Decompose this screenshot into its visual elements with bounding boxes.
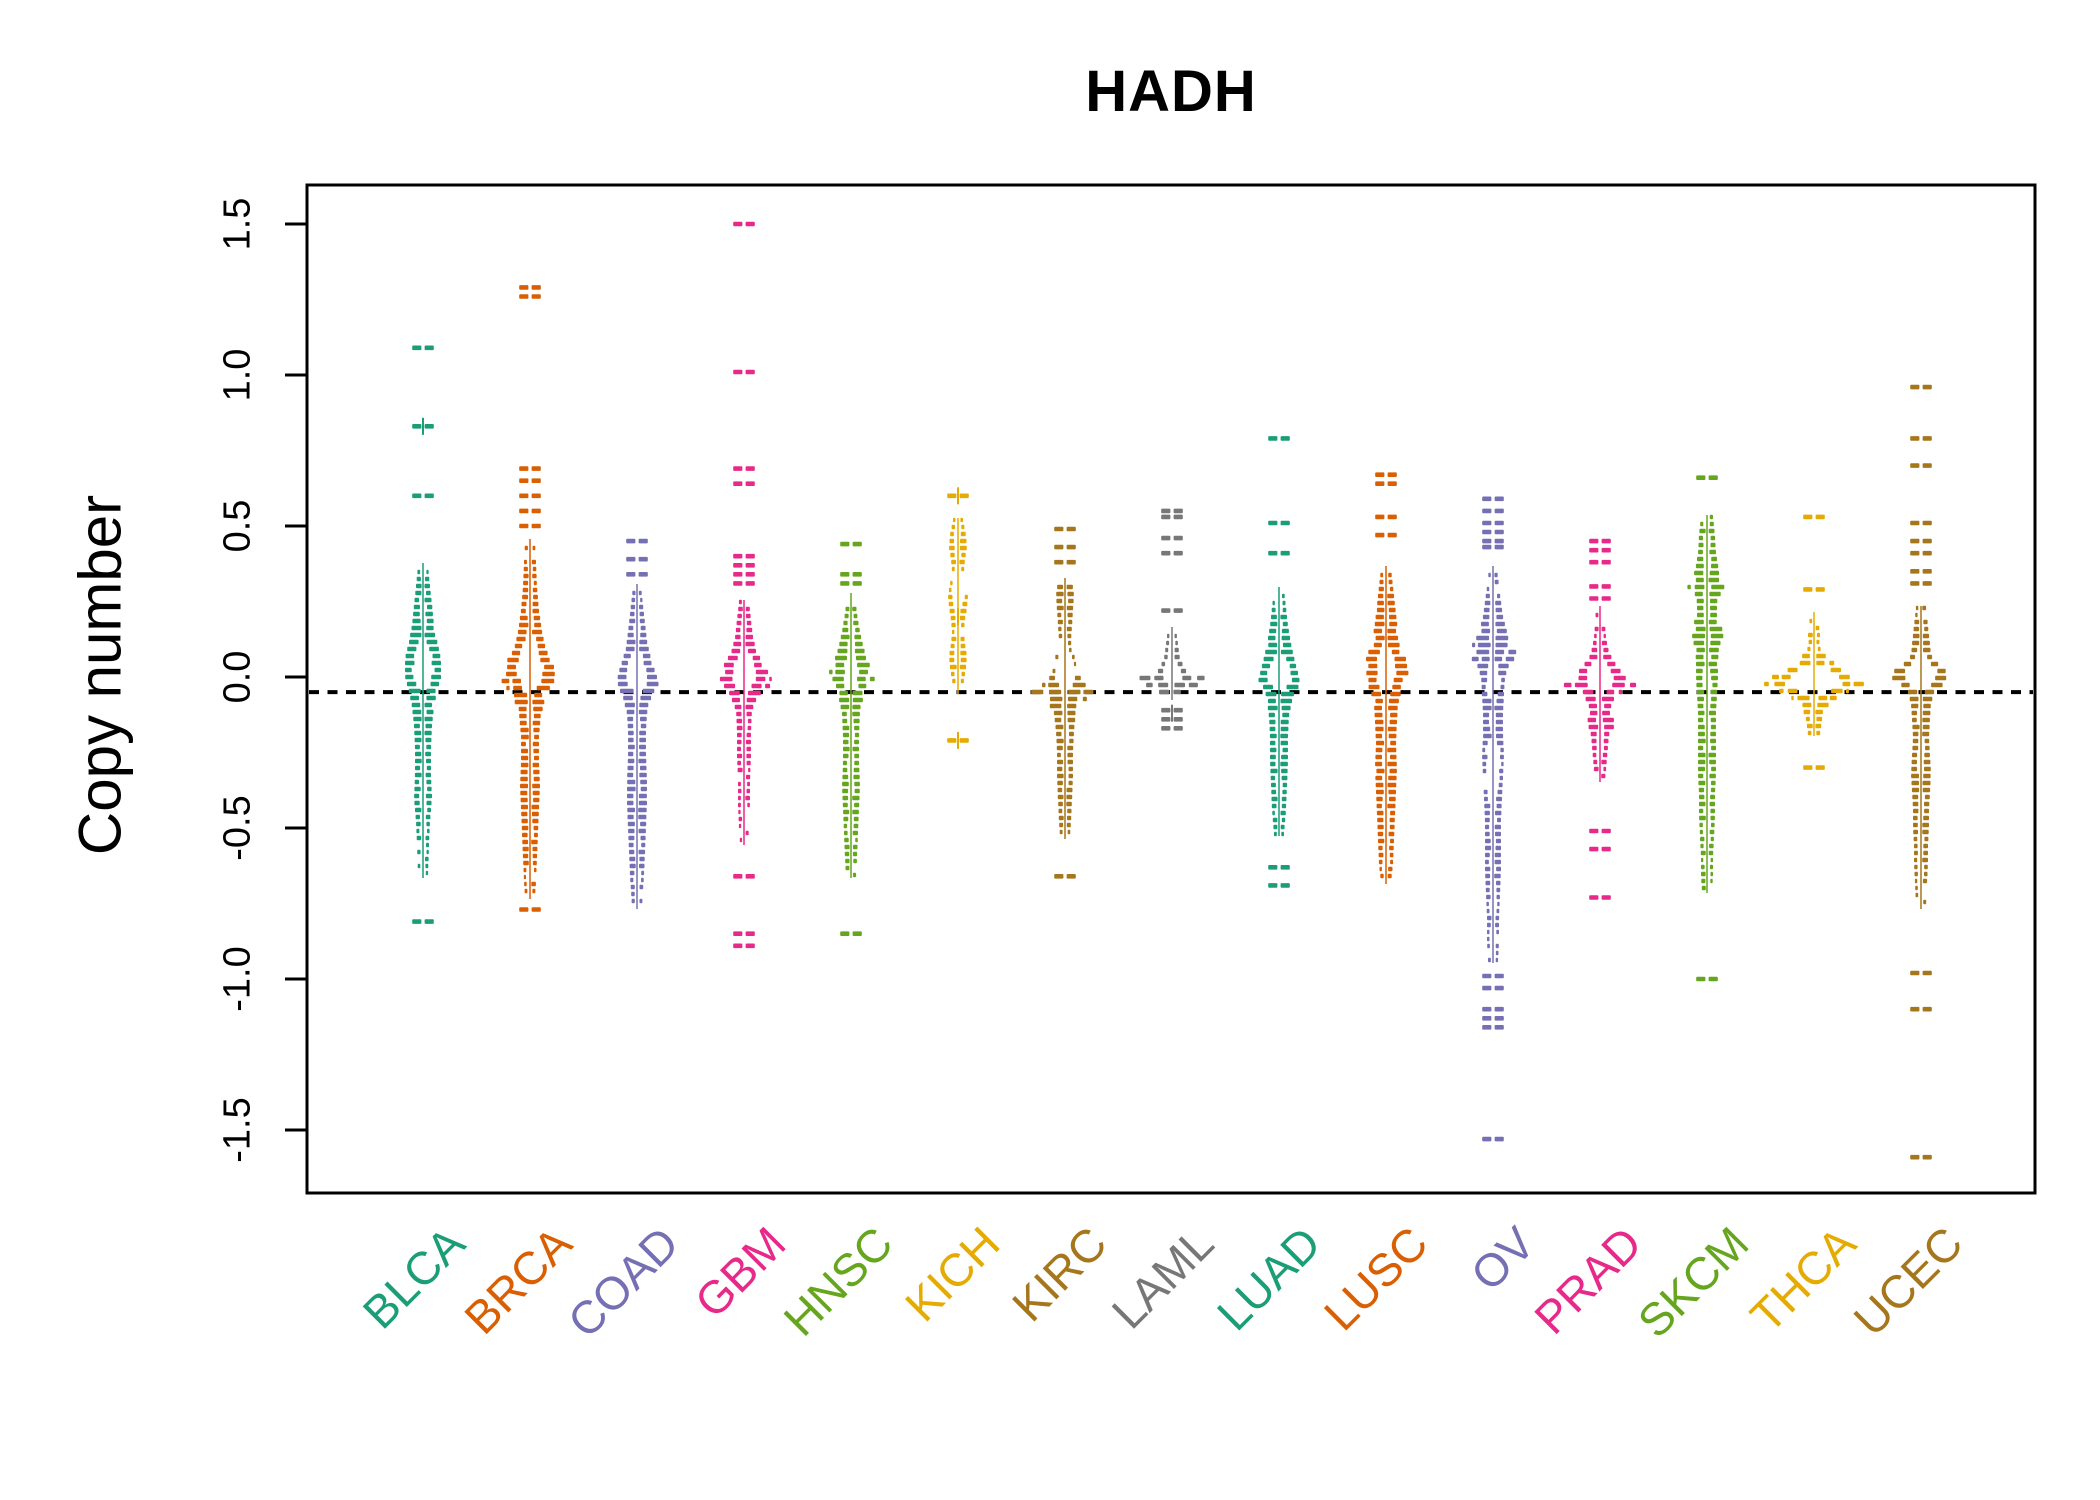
y-tick-label: -0.5 — [217, 795, 303, 871]
outlier-marks — [733, 221, 755, 949]
dense-marks — [1139, 633, 1205, 695]
dense-marks — [617, 590, 659, 904]
violin-coad — [617, 538, 659, 909]
violin-brca — [501, 285, 555, 912]
y-tick-label: 1.5 — [217, 198, 291, 267]
y-tick-label-text: 0.5 — [216, 499, 259, 553]
outlier-marks — [1375, 472, 1397, 538]
y-tick-label: 0.0 — [217, 651, 291, 720]
outlier-marks — [947, 493, 969, 743]
y-tick-label: 1.0 — [217, 349, 291, 418]
violin-skcm — [1687, 475, 1725, 982]
dense-marks — [719, 599, 772, 843]
violin-ov — [1471, 496, 1517, 1142]
y-axis-ticks — [285, 222, 307, 1132]
plot-border — [305, 183, 2037, 1195]
dense-marks — [1471, 572, 1517, 963]
dense-marks — [501, 545, 555, 894]
outlier-marks — [1268, 436, 1290, 888]
y-tick-label-text: 0.0 — [216, 650, 259, 704]
dense-marks — [829, 606, 875, 878]
y-tick-label-text: -1.0 — [216, 946, 259, 1012]
plus-mark — [1171, 704, 1173, 722]
dense-marks — [1366, 572, 1409, 879]
x-axis-label-ov: OV — [1461, 1216, 1573, 1301]
dense-marks — [1563, 612, 1637, 779]
violin-thca — [1764, 514, 1864, 770]
outlier-marks — [1696, 475, 1718, 982]
violin-laml — [1139, 508, 1205, 731]
plus-mark — [957, 487, 959, 505]
x-axis-label-ucec: UCEC — [1844, 1216, 2065, 1346]
y-tick-label-text: 1.0 — [216, 348, 259, 402]
violin-hnsc — [829, 541, 875, 936]
plus-mark — [957, 731, 959, 749]
outlier-marks — [1054, 526, 1076, 879]
outlier-marks — [1482, 496, 1504, 1142]
violin-prad — [1563, 538, 1637, 900]
outlier-marks — [1910, 384, 1932, 1160]
dense-marks — [405, 569, 441, 876]
outlier-marks — [626, 538, 648, 577]
outlier-marks — [412, 345, 434, 924]
violin-kich — [947, 487, 969, 749]
dense-marks — [948, 517, 968, 684]
outlier-marks — [519, 285, 541, 912]
violin-blca — [405, 345, 441, 924]
y-tick-label-text: -0.5 — [216, 795, 259, 861]
violin-lusc — [1366, 472, 1409, 884]
outlier-marks — [1161, 508, 1183, 731]
violin-luad — [1258, 436, 1300, 888]
y-axis-label-text: Copy number — [66, 494, 134, 856]
outlier-marks — [1803, 514, 1825, 770]
outlier-marks — [1589, 538, 1611, 900]
chart-title: HADH — [1085, 59, 1257, 124]
y-tick-label-text: -1.5 — [216, 1097, 259, 1163]
violin-kirc — [1031, 526, 1094, 879]
plus-mark — [422, 417, 424, 435]
dense-marks — [1031, 584, 1094, 835]
outlier-marks — [840, 541, 862, 936]
y-tick-label: -1.5 — [217, 1097, 303, 1173]
y-tick-label: 0.5 — [217, 500, 291, 569]
violin-ucec — [1892, 384, 1947, 1160]
y-tick-label: -1.0 — [217, 946, 303, 1022]
dense-marks — [1687, 514, 1725, 891]
dense-marks — [1892, 605, 1947, 905]
violin-gbm — [719, 221, 772, 949]
dense-marks — [1764, 618, 1864, 736]
dense-marks — [1258, 593, 1300, 837]
plus-mark — [957, 608, 959, 626]
y-tick-label-text: 1.5 — [216, 197, 259, 251]
